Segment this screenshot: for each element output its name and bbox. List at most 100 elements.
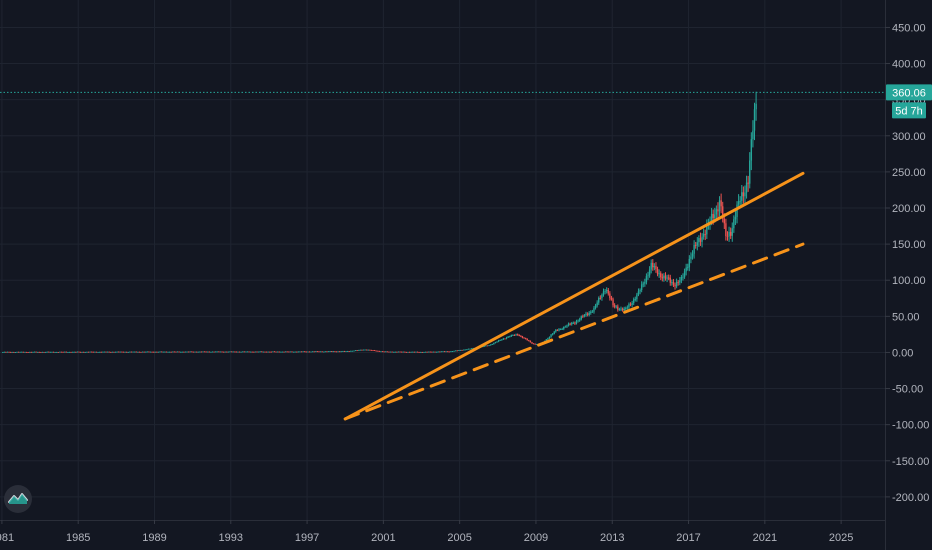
candle: [706, 219, 708, 239]
candle: [329, 351, 331, 353]
candle: [458, 349, 460, 352]
candle: [574, 321, 576, 325]
candle: [650, 259, 652, 274]
candle: [501, 339, 503, 341]
candle: [372, 350, 374, 352]
candle: [237, 351, 239, 353]
candle: [431, 351, 433, 353]
candle: [386, 351, 389, 353]
candle: [658, 269, 660, 278]
candle: [340, 351, 342, 353]
candle: [667, 274, 670, 281]
candle: [672, 278, 675, 287]
candle: [720, 193, 722, 214]
candle: [57, 351, 60, 353]
candle: [81, 351, 83, 353]
candle: [232, 351, 234, 353]
candle: [327, 351, 330, 353]
candle: [146, 351, 149, 353]
candle: [303, 351, 306, 353]
candle: [51, 351, 53, 353]
candle: [485, 345, 487, 347]
candle: [137, 351, 139, 353]
candle: [14, 351, 17, 353]
candle: [613, 303, 616, 309]
y-tick-label: 400.00: [892, 59, 926, 71]
candle: [168, 351, 171, 353]
candle: [607, 288, 609, 296]
candle: [353, 350, 355, 352]
candle: [660, 271, 662, 281]
candle: [103, 351, 106, 353]
price-axis[interactable]: 450.00400.00350.00300.00250.00200.00150.…: [885, 22, 929, 504]
candle: [127, 351, 129, 353]
candle: [29, 351, 31, 353]
candle: [291, 351, 293, 353]
candle: [445, 351, 447, 353]
candle: [351, 350, 354, 352]
candle: [526, 338, 528, 341]
candle: [342, 350, 344, 352]
candle: [704, 229, 706, 241]
solid-trendline[interactable]: [343, 171, 805, 421]
candle: [396, 351, 398, 353]
candle: [145, 351, 147, 353]
candle: [439, 351, 441, 353]
candle: [102, 351, 104, 353]
candle: [313, 351, 315, 353]
candle: [462, 349, 465, 351]
candle: [156, 351, 158, 353]
candle: [447, 351, 449, 353]
candle: [308, 351, 311, 353]
candle: [235, 351, 238, 353]
candle: [375, 350, 377, 352]
candle: [324, 351, 327, 353]
candle: [27, 351, 29, 353]
candle: [338, 351, 341, 353]
candle: [408, 351, 411, 353]
candle: [736, 201, 738, 224]
candle: [585, 311, 587, 317]
candle: [423, 351, 425, 353]
candle: [43, 351, 45, 353]
candle: [2, 351, 4, 353]
candle: [160, 351, 163, 353]
candle: [175, 351, 177, 353]
tradingview-logo-icon[interactable]: [4, 485, 32, 513]
candle: [734, 210, 737, 226]
candle: [35, 351, 37, 353]
trendlines[interactable]: [343, 171, 805, 421]
candle: [105, 351, 107, 353]
candle: [286, 351, 288, 353]
x-tick-label: 2017: [676, 532, 700, 544]
candle: [240, 351, 242, 353]
time-axis[interactable]: 1981 1985 1989 1993 1997 2001 2005 2009 2013 2017…: [0, 520, 853, 544]
candle: [373, 349, 376, 352]
candle: [410, 351, 412, 353]
candle: [208, 351, 211, 353]
candle: [510, 334, 513, 337]
candle: [448, 351, 451, 353]
y-tick-label: 200.00: [892, 203, 926, 215]
candle: [604, 288, 606, 295]
candle: [210, 351, 212, 353]
candle: [601, 293, 603, 301]
candle: [242, 351, 244, 353]
candle: [361, 349, 363, 351]
candle: [267, 351, 269, 353]
candle: [464, 349, 466, 351]
candle: [79, 351, 82, 353]
candle: [518, 334, 520, 337]
candle: [416, 351, 419, 353]
candle: [226, 351, 228, 353]
candle: [629, 302, 632, 307]
candle: [337, 351, 339, 353]
candle: [172, 351, 174, 353]
dashed-trendline[interactable]: [343, 242, 805, 421]
x-tick-label: 1985: [66, 532, 90, 544]
candle: [369, 349, 371, 351]
x-tick-label: 1981: [0, 532, 14, 544]
candle: [221, 351, 223, 353]
candle: [94, 351, 96, 353]
